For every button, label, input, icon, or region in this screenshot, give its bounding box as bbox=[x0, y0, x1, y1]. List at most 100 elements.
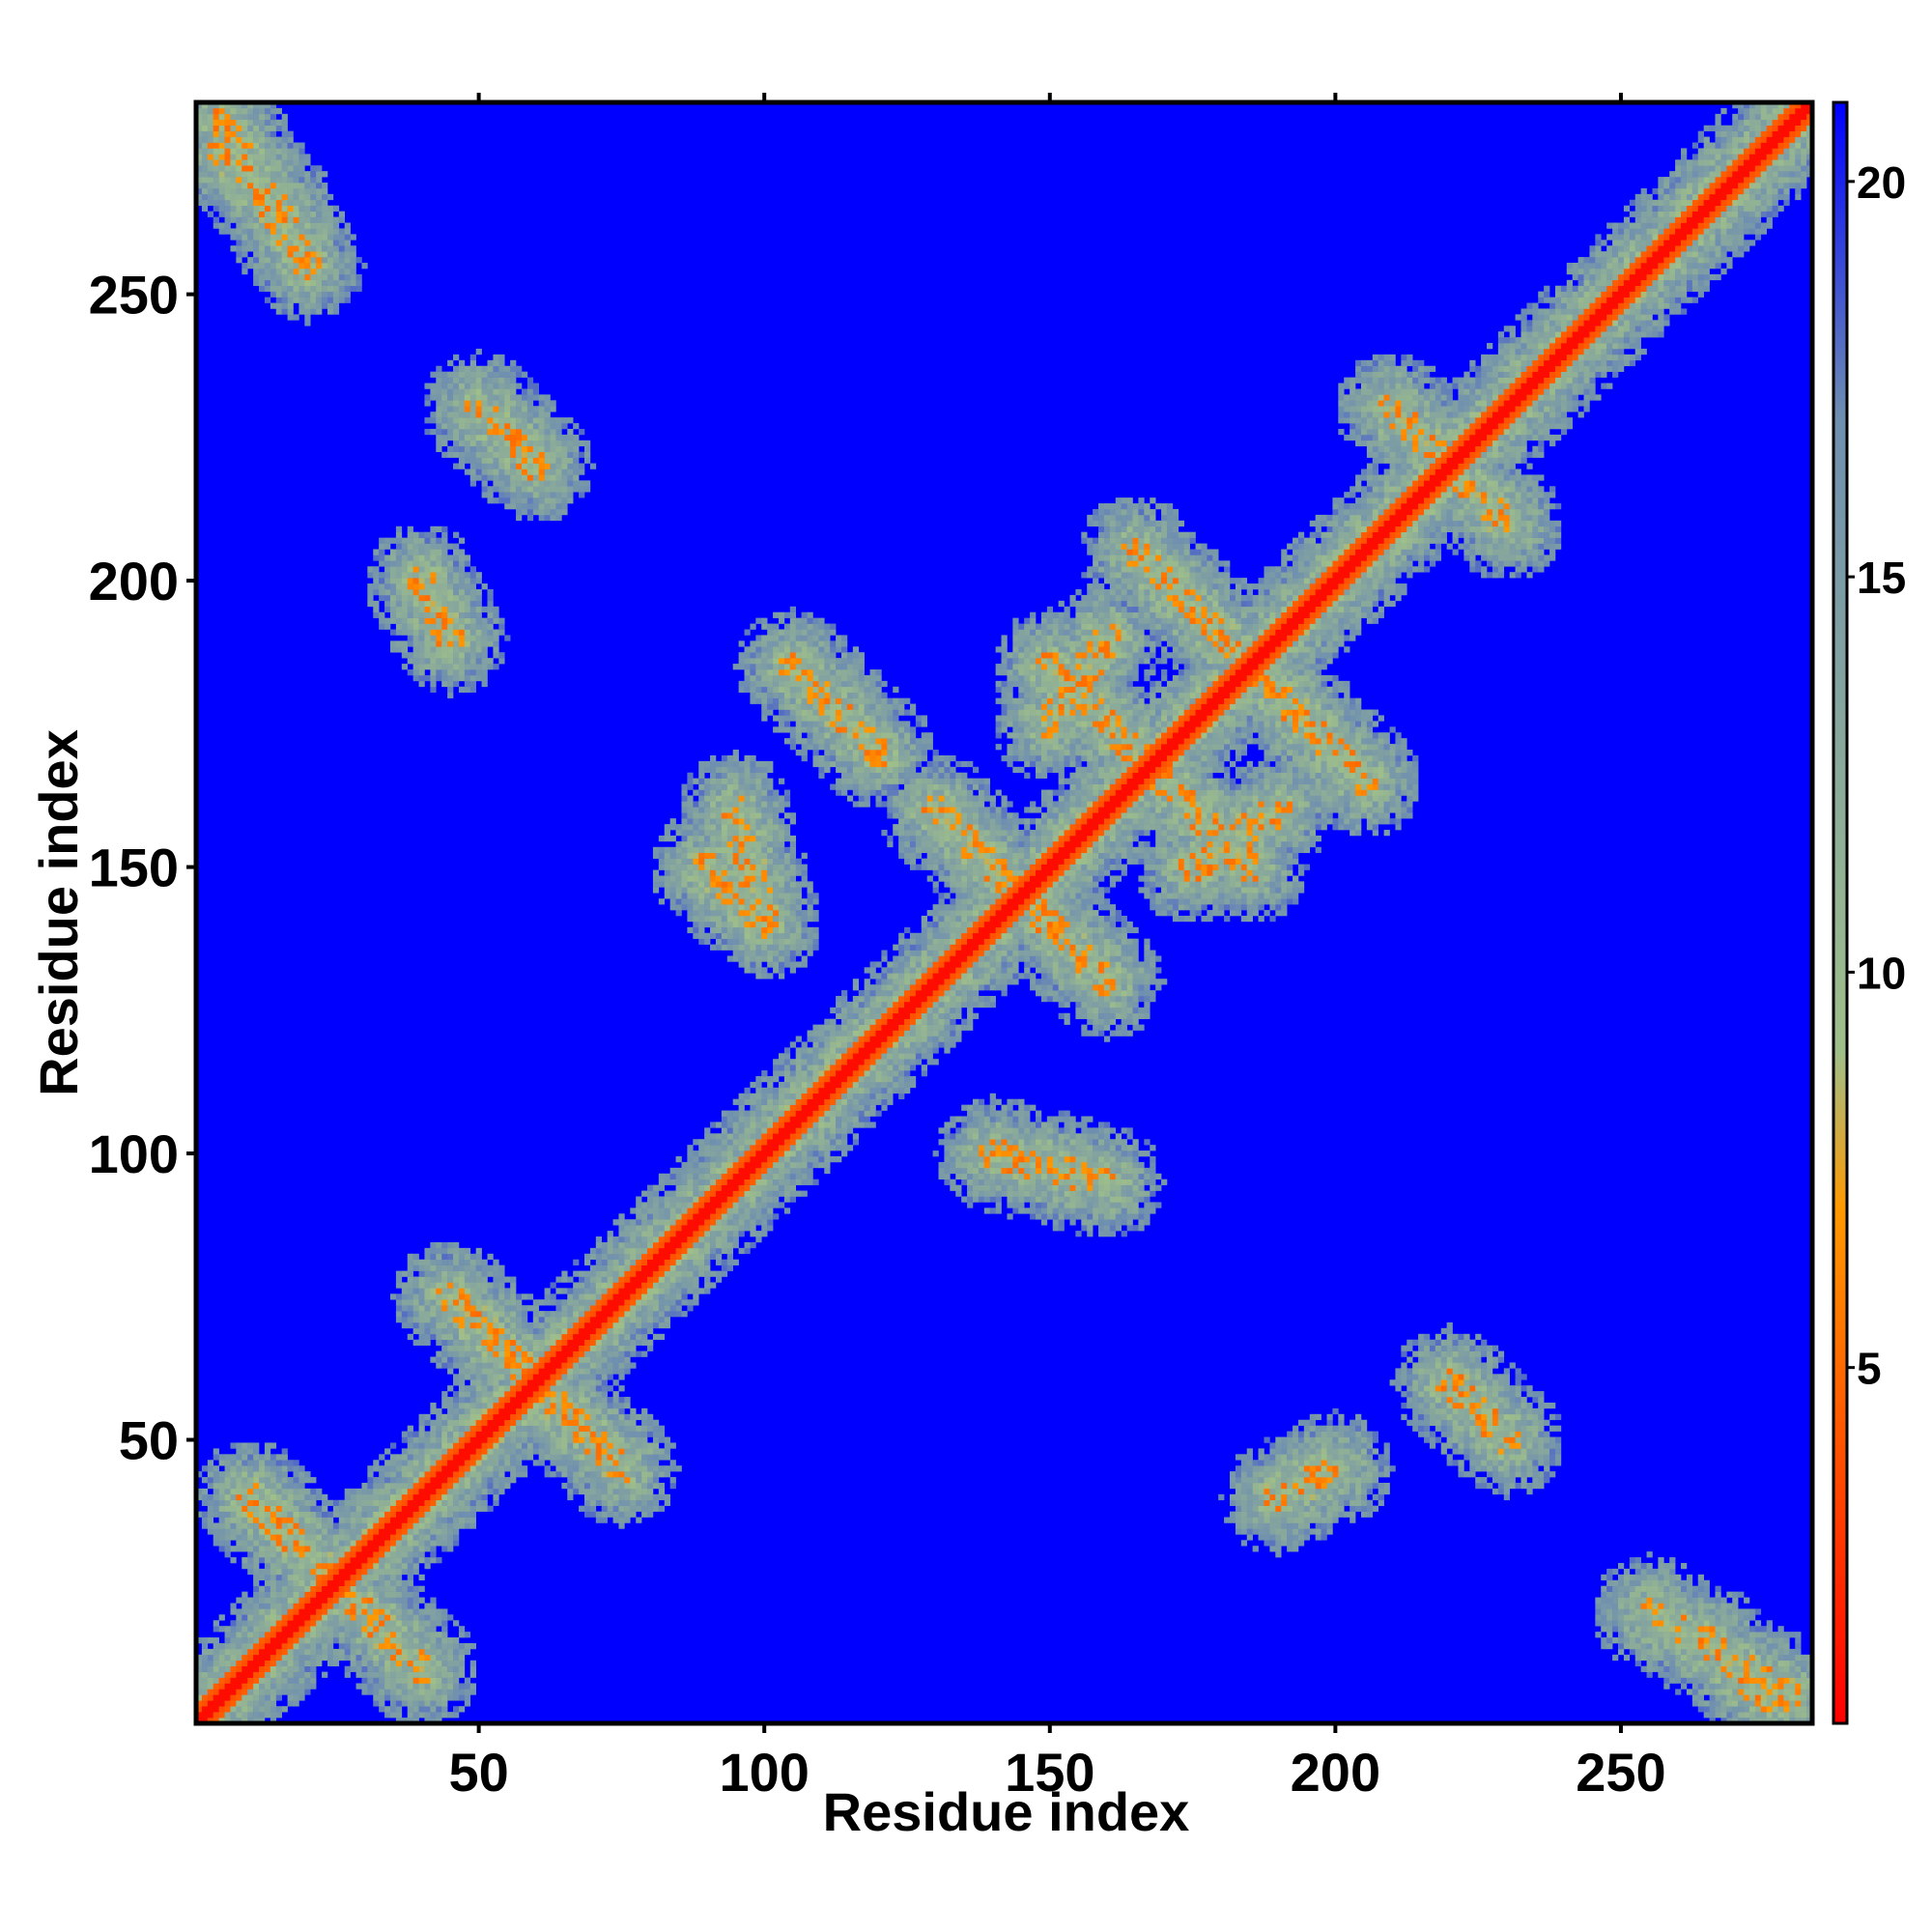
heatmap-cell bbox=[298, 177, 305, 184]
heatmap-cell bbox=[355, 1585, 362, 1592]
heatmap-cell bbox=[447, 417, 454, 424]
heatmap-cell bbox=[218, 1499, 225, 1506]
heatmap-cell bbox=[624, 1419, 631, 1426]
heatmap-cell bbox=[281, 1574, 288, 1581]
heatmap-cell bbox=[583, 1482, 591, 1490]
heatmap-cell bbox=[561, 480, 568, 487]
heatmap-cell bbox=[630, 1407, 637, 1415]
heatmap-cell bbox=[481, 1499, 488, 1506]
heatmap-cell bbox=[390, 1493, 397, 1501]
heatmap-cell bbox=[201, 205, 209, 212]
heatmap-cell bbox=[304, 1579, 311, 1586]
heatmap-cell bbox=[418, 1264, 425, 1271]
heatmap-cell bbox=[264, 113, 271, 121]
heatmap-cell bbox=[218, 211, 225, 217]
heatmap-cell bbox=[441, 1665, 448, 1672]
heatmap-cell bbox=[424, 1534, 431, 1541]
heatmap-cell bbox=[304, 1620, 311, 1627]
heatmap-cell bbox=[464, 1276, 471, 1283]
heatmap-cell bbox=[469, 400, 476, 407]
heatmap-cell bbox=[493, 1477, 499, 1484]
heatmap-cell bbox=[589, 1413, 597, 1421]
heatmap-cell bbox=[230, 1718, 237, 1724]
heatmap-cell bbox=[332, 1540, 340, 1547]
heatmap-cell bbox=[304, 1557, 311, 1564]
heatmap-cell bbox=[259, 1712, 266, 1719]
heatmap-cell bbox=[430, 417, 437, 424]
heatmap-cell bbox=[298, 257, 305, 264]
heatmap-cell bbox=[424, 1700, 431, 1707]
heatmap-cell bbox=[453, 1253, 460, 1261]
heatmap-cell bbox=[213, 113, 219, 121]
heatmap-cell bbox=[384, 1471, 391, 1478]
heatmap-cell bbox=[407, 1425, 413, 1432]
heatmap-cell bbox=[458, 1648, 466, 1656]
heatmap-cell bbox=[618, 1460, 625, 1466]
heatmap-cell bbox=[550, 1454, 556, 1461]
heatmap-cell bbox=[607, 1477, 613, 1484]
heatmap-cell bbox=[270, 1482, 277, 1490]
heatmap-cell bbox=[247, 113, 254, 121]
heatmap-cell bbox=[275, 297, 282, 303]
heatmap-cell bbox=[458, 451, 466, 458]
heatmap-cell bbox=[424, 1327, 431, 1335]
heatmap-cell bbox=[384, 572, 391, 579]
heatmap-cell bbox=[532, 406, 539, 412]
heatmap-cell bbox=[498, 383, 505, 389]
heatmap-cell bbox=[242, 159, 248, 166]
heatmap-cell bbox=[236, 1477, 242, 1484]
heatmap-cell bbox=[361, 1574, 368, 1581]
heatmap-cell bbox=[424, 623, 431, 630]
heatmap-cell bbox=[236, 1546, 242, 1552]
heatmap-cell bbox=[418, 1614, 425, 1621]
heatmap-cell bbox=[247, 183, 254, 189]
heatmap-cell bbox=[464, 377, 471, 384]
heatmap-cell bbox=[447, 1305, 454, 1312]
heatmap-cell bbox=[453, 566, 460, 573]
heatmap-cell bbox=[395, 1562, 403, 1570]
heatmap-cell bbox=[544, 1465, 551, 1472]
heatmap-cell bbox=[242, 1540, 248, 1547]
heatmap-cell bbox=[373, 1614, 380, 1621]
heatmap-cell bbox=[218, 183, 225, 189]
heatmap-cell bbox=[458, 1425, 466, 1432]
heatmap-cell bbox=[350, 1642, 356, 1650]
heatmap-cell bbox=[407, 1522, 413, 1529]
heatmap-cell bbox=[322, 245, 328, 252]
heatmap-cell bbox=[304, 268, 311, 275]
heatmap-cell bbox=[430, 1718, 437, 1724]
heatmap-cell bbox=[498, 1385, 505, 1392]
heatmap-cell bbox=[544, 423, 551, 430]
heatmap-cell bbox=[412, 1620, 419, 1627]
heatmap-cell bbox=[561, 457, 568, 464]
heatmap-cell bbox=[504, 412, 511, 418]
heatmap-cell bbox=[384, 1712, 391, 1719]
heatmap-cell bbox=[447, 583, 454, 590]
heatmap-cell bbox=[293, 1671, 299, 1678]
heatmap-cell bbox=[464, 1431, 471, 1437]
heatmap-cell bbox=[281, 1603, 288, 1609]
heatmap-cell bbox=[418, 1597, 425, 1604]
heatmap-cell bbox=[338, 1557, 345, 1564]
heatmap-cell bbox=[418, 572, 425, 579]
heatmap-cell bbox=[293, 273, 299, 281]
heatmap-cell bbox=[469, 1448, 476, 1455]
heatmap-cell bbox=[481, 1321, 488, 1329]
heatmap-cell bbox=[481, 371, 488, 378]
heatmap-cell bbox=[464, 1374, 471, 1380]
heatmap-cell bbox=[259, 1522, 266, 1529]
heatmap-cell bbox=[264, 1465, 271, 1472]
heatmap-cell bbox=[213, 1694, 219, 1701]
heatmap-cell bbox=[555, 1368, 562, 1375]
heatmap-cell bbox=[298, 1608, 305, 1615]
heatmap-cell bbox=[504, 1317, 511, 1323]
heatmap-cell bbox=[281, 1557, 288, 1564]
heatmap-cell bbox=[447, 686, 454, 694]
heatmap-cell bbox=[453, 1488, 460, 1495]
heatmap-cell bbox=[447, 600, 454, 608]
heatmap-cell bbox=[275, 216, 282, 223]
heatmap-cell bbox=[264, 1579, 271, 1586]
heatmap-cell bbox=[583, 1362, 591, 1369]
heatmap-cell bbox=[316, 1546, 323, 1552]
heatmap-cell bbox=[316, 1642, 323, 1650]
